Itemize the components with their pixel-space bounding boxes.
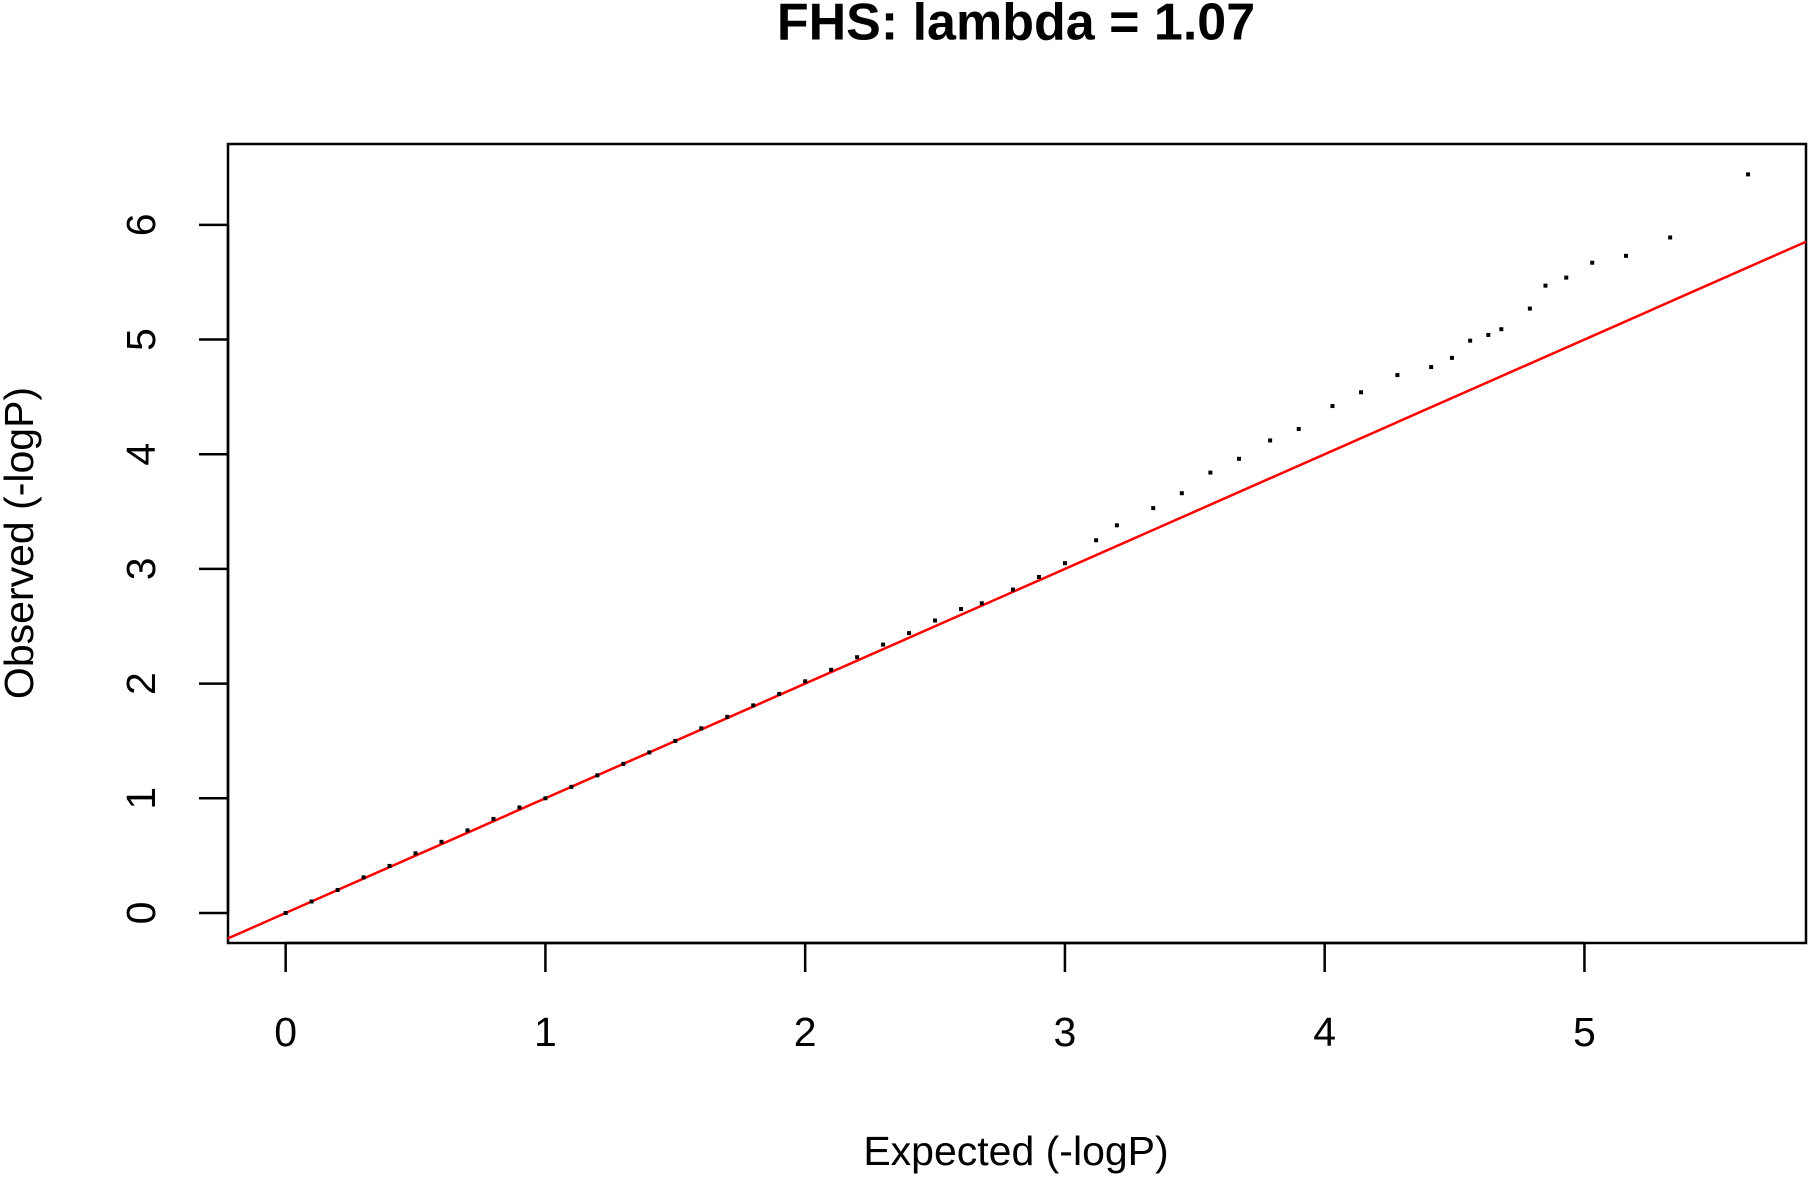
qq-point: [1151, 506, 1156, 511]
qq-point: [881, 642, 886, 647]
qq-point: [335, 888, 340, 893]
qq-point: [595, 773, 600, 778]
qq-point: [1208, 470, 1213, 475]
y-tick-label: 6: [118, 213, 164, 236]
qq-point: [1543, 283, 1548, 288]
qq-point: [1268, 438, 1273, 443]
qq-point: [979, 601, 984, 606]
qq-point: [1527, 306, 1532, 311]
qq-point: [907, 631, 912, 636]
y-axis-label: Observed (-logP): [0, 387, 42, 699]
qq-point: [751, 703, 756, 708]
x-axis-label: Expected (-logP): [863, 1128, 1168, 1174]
qq-point: [1094, 538, 1099, 543]
chart-title: FHS: lambda = 1.07: [777, 0, 1255, 52]
y-tick-label: 5: [118, 328, 164, 351]
qq-point: [361, 875, 366, 880]
x-tick-label: 3: [1054, 1009, 1077, 1055]
qq-point: [1114, 523, 1119, 528]
qq-point: [1486, 332, 1491, 337]
qq-point: [387, 863, 392, 868]
qq-point: [491, 816, 496, 821]
qq-point: [569, 784, 574, 789]
qq-point: [1449, 355, 1454, 360]
qq-point: [283, 910, 288, 915]
qq-point: [673, 738, 678, 743]
qq-point: [309, 899, 314, 904]
qq-point: [1179, 491, 1184, 496]
qq-point: [777, 691, 782, 696]
qq-point: [725, 714, 730, 719]
qq-point: [1236, 456, 1241, 461]
qq-point: [1036, 574, 1041, 579]
qq-point: [1062, 561, 1067, 566]
qq-point: [1668, 235, 1673, 240]
qq-point: [1010, 587, 1015, 592]
qq-point: [1330, 404, 1335, 409]
qq-point: [699, 726, 704, 731]
qq-point: [439, 839, 444, 844]
qq-point: [1359, 390, 1364, 395]
qq-point: [1468, 338, 1473, 343]
qq-point: [803, 679, 808, 684]
reference-line: [227, 240, 1807, 940]
y-tick-label: 0: [118, 902, 164, 925]
x-tick-label: 4: [1313, 1009, 1336, 1055]
qq-point: [1564, 275, 1569, 280]
qq-point: [1590, 260, 1595, 265]
y-tick-label: 3: [118, 557, 164, 580]
y-tick-label: 4: [118, 443, 164, 466]
x-tick-label: 5: [1573, 1009, 1596, 1055]
qq-point: [543, 796, 548, 801]
qq-point: [621, 761, 626, 766]
qq-point: [1395, 373, 1400, 378]
x-tick-label: 2: [794, 1009, 817, 1055]
x-tick-label: 1: [534, 1009, 557, 1055]
y-tick-label: 2: [118, 672, 164, 695]
qq-point: [1623, 253, 1628, 258]
qq-point: [1429, 365, 1434, 370]
qq-point: [1746, 172, 1751, 177]
qq-point: [1296, 426, 1301, 431]
qq-point: [933, 618, 938, 623]
qq-point: [855, 655, 860, 660]
qq-point: [517, 805, 522, 810]
qq-point: [413, 851, 418, 856]
qq-point: [647, 750, 652, 755]
qq-point: [465, 828, 470, 833]
qq-point: [829, 667, 834, 672]
qq-point: [959, 607, 964, 612]
x-tick-label: 0: [274, 1009, 297, 1055]
qq-point: [1499, 327, 1504, 332]
y-tick-label: 1: [118, 787, 164, 810]
plot-frame: [226, 142, 1808, 945]
